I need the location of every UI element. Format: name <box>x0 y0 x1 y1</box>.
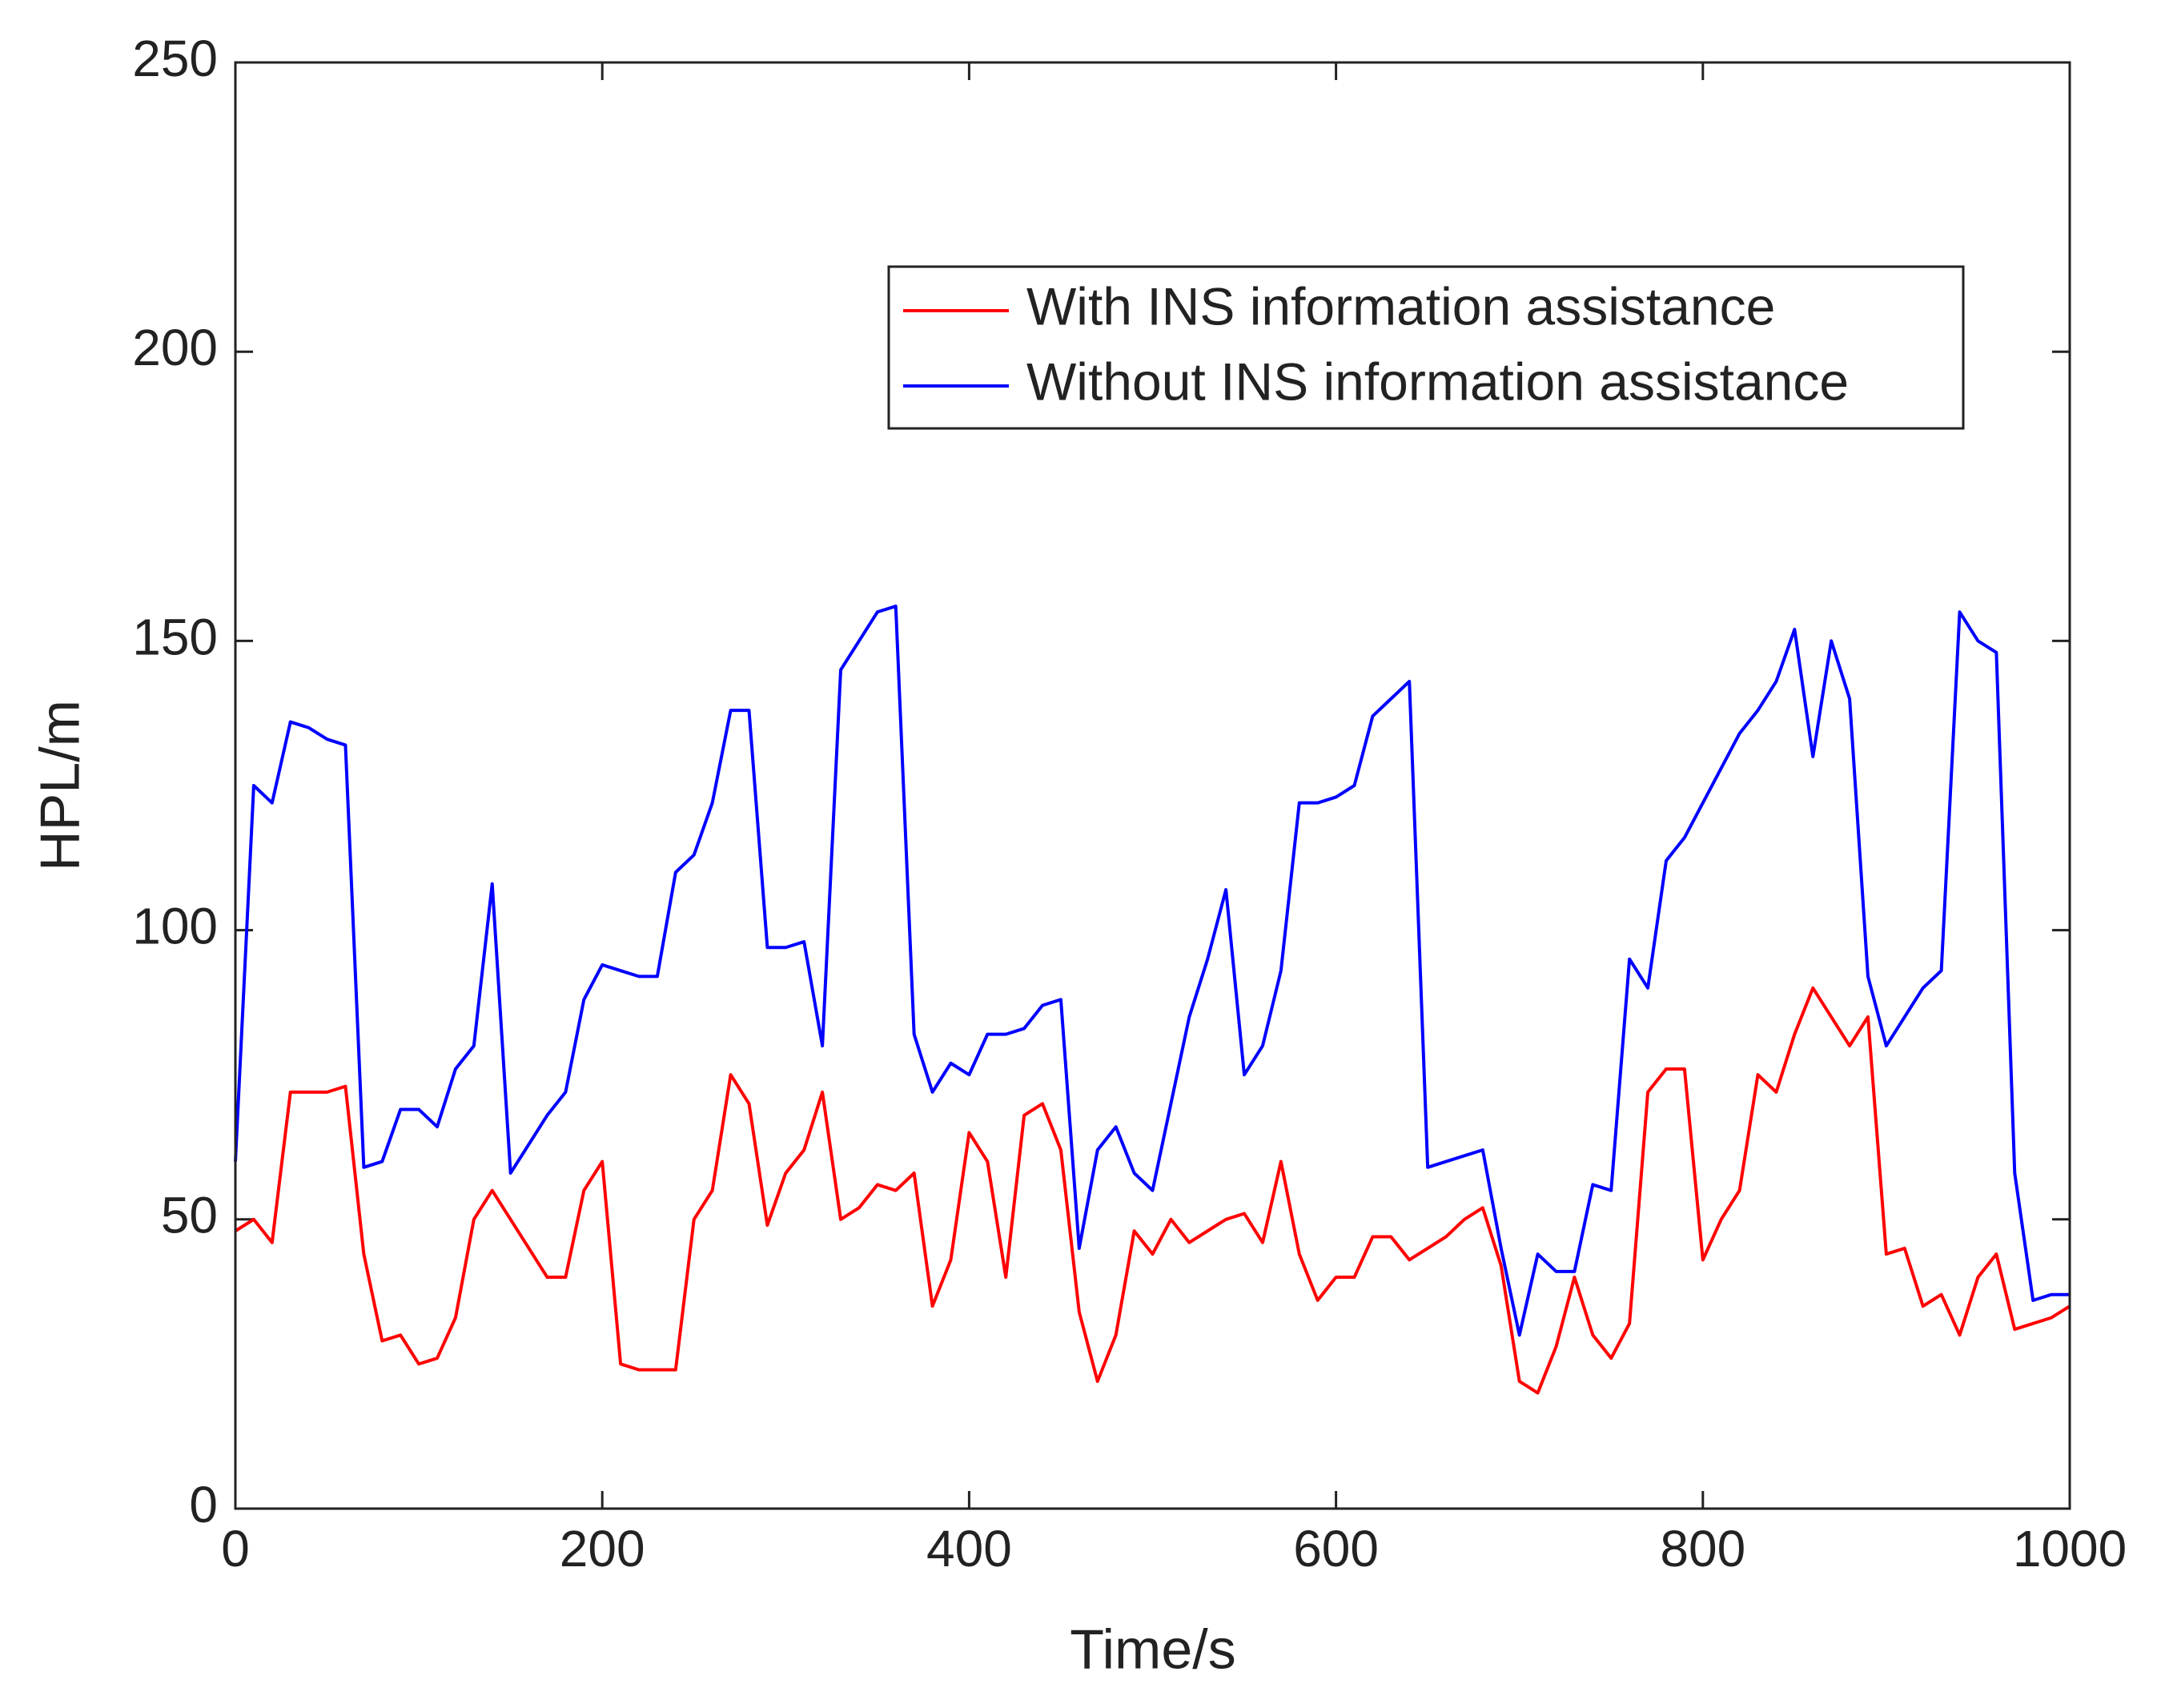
axes-box <box>234 61 2071 1510</box>
y-axis-title: HPL/m <box>28 700 90 871</box>
x-tick-label: 200 <box>560 1520 645 1577</box>
y-tick-label: 0 <box>189 1476 218 1533</box>
y-tick-label: 200 <box>132 319 218 376</box>
series-line <box>234 605 2070 1337</box>
series-line <box>234 986 2071 1395</box>
x-tick-label: 400 <box>926 1520 1012 1577</box>
legend-label: With INS information assistance <box>1026 276 1775 336</box>
legend: With INS information assistance Without I… <box>887 265 1965 430</box>
x-axis-title: Time/s <box>1070 1618 1235 1680</box>
legend-box <box>887 265 1965 430</box>
y-tick-label: 150 <box>132 608 218 665</box>
x-tick-label: 0 <box>221 1520 250 1577</box>
y-tick-label: 50 <box>161 1187 218 1244</box>
x-tick-label: 600 <box>1293 1520 1379 1577</box>
x-tick-label: 1000 <box>2013 1520 2127 1577</box>
y-tick-label: 100 <box>132 898 218 955</box>
y-tick-label: 250 <box>132 30 218 87</box>
x-tick-label: 800 <box>1660 1520 1745 1577</box>
legend-label: Without INS information assistance <box>1026 352 1849 411</box>
